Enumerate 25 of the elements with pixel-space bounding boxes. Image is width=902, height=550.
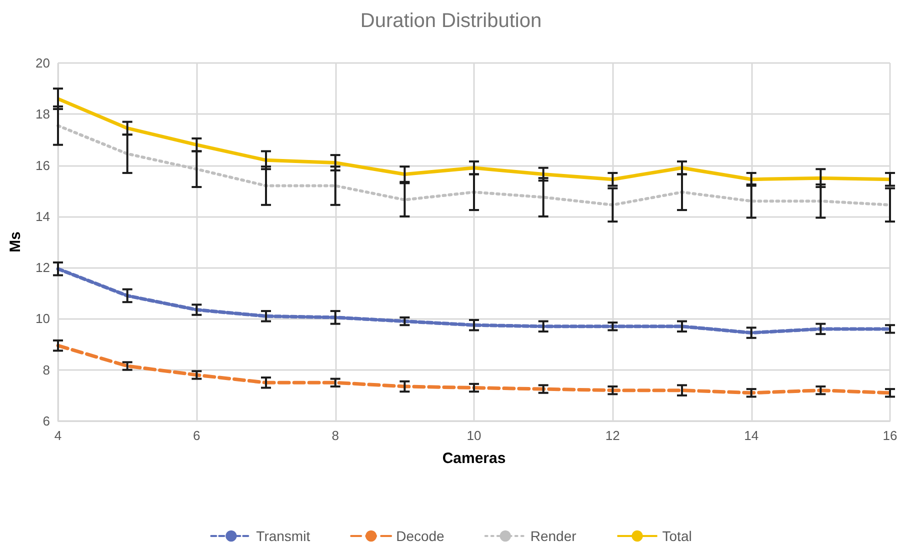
- x-tick-label: 6: [193, 428, 200, 443]
- x-tick-label: 4: [54, 428, 62, 443]
- x-tick-label: 12: [605, 428, 620, 443]
- y-tick-label: 18: [36, 106, 50, 122]
- legend-label: Render: [530, 528, 577, 544]
- x-tick-label: 10: [466, 428, 482, 443]
- x-axis-title: Cameras: [442, 450, 506, 467]
- chart-title: Duration Distribution: [360, 10, 542, 32]
- legend-label: Transmit: [256, 528, 310, 544]
- line-series: [56, 267, 892, 335]
- y-axis-title: Ms: [7, 232, 24, 252]
- y-tick-label: 8: [42, 362, 50, 378]
- y-tick-label: 14: [36, 208, 50, 224]
- x-tick-label: 14: [744, 428, 759, 443]
- x-tick-label: 8: [332, 428, 339, 443]
- legend-label: Total: [662, 528, 692, 544]
- y-tick-label: 12: [36, 260, 50, 276]
- y-tick-label: 16: [36, 158, 50, 173]
- x-tick-label: 16: [882, 428, 898, 443]
- y-tick-label: 10: [36, 311, 50, 326]
- y-tick-label: 6: [42, 414, 50, 428]
- line-series: [56, 97, 892, 182]
- y-tick-label: 20: [36, 56, 50, 70]
- line-series: [56, 344, 892, 395]
- legend-label: Decode: [396, 528, 445, 544]
